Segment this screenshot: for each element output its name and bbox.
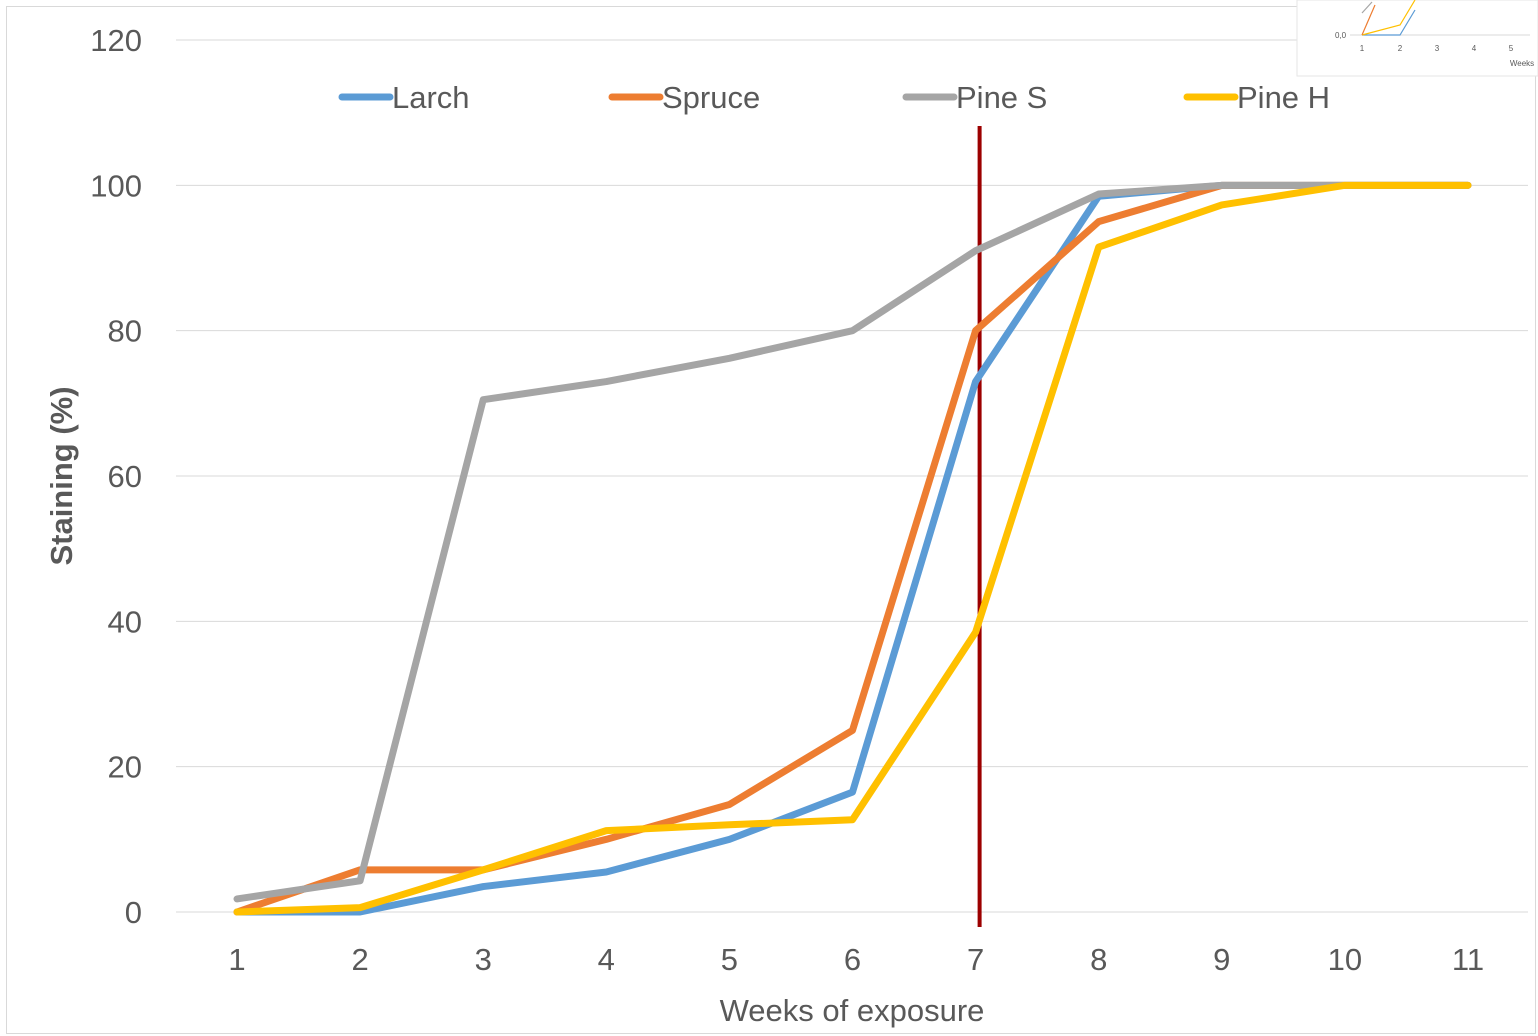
inset-y-tick: 0,0	[1335, 31, 1347, 40]
series-lines	[233, 181, 1472, 916]
series-line-pine-h	[233, 181, 1472, 916]
y-tick-label: 60	[108, 459, 142, 494]
y-tick-label: 0	[125, 895, 142, 930]
x-tick-label: 1	[228, 942, 245, 977]
series-line-spruce	[233, 181, 1472, 916]
x-tick-label: 2	[351, 942, 368, 977]
y-tick-label: 100	[90, 168, 142, 203]
x-axis-title: Weeks of exposure	[720, 993, 985, 1028]
inset-x-tick: 5	[1509, 44, 1514, 53]
x-tick-label: 10	[1328, 942, 1362, 977]
chart-frame	[6, 6, 1536, 1034]
gridlines	[176, 39, 1528, 913]
inset-background	[1296, 0, 1538, 77]
y-tick-label: 120	[90, 23, 142, 58]
legend: Larch Spruce Pine S Pine H	[338, 80, 1330, 115]
y-axis-title: Staining (%)	[44, 386, 79, 565]
legend-label: Pine S	[956, 80, 1047, 115]
x-tick-label: 8	[1090, 942, 1107, 977]
inset-x-tick: 1	[1360, 44, 1365, 53]
inset-line-pineh	[1361, 0, 1416, 36]
inset-line-larch	[1362, 9, 1416, 36]
x-tick-label: 3	[475, 942, 492, 977]
y-tick-label: 20	[108, 750, 142, 785]
inset-x-title: Weeks	[1510, 59, 1534, 68]
x-tick-label: 5	[721, 942, 738, 977]
y-tick-labels: 0 20 40 60 80 100 120	[90, 23, 142, 930]
inset-labels: 0,0 1 2 3 4 5 Weeks	[1335, 31, 1534, 68]
y-tick-label: 40	[108, 604, 142, 639]
legend-label: Larch	[392, 80, 470, 115]
inset-chart-thumbnail: 0,0 1 2 3 4 5 Weeks	[1296, 0, 1538, 77]
series-line-larch	[233, 181, 1472, 916]
inset-x-tick: 4	[1472, 44, 1477, 53]
inset-line-spruce	[1361, 4, 1376, 36]
x-tick-label: 7	[967, 942, 984, 977]
y-tick-label: 80	[108, 314, 142, 349]
x-tick-label: 9	[1213, 942, 1230, 977]
series-line-pine-s	[233, 181, 1472, 903]
x-tick-label: 4	[598, 942, 615, 977]
inset-x-tick: 3	[1435, 44, 1440, 53]
inset-line-pines	[1361, 1, 1373, 14]
legend-label: Pine H	[1237, 80, 1330, 115]
inset-x-tick: 2	[1398, 44, 1403, 53]
x-tick-labels: 1 2 3 4 5 6 7 8 9 10 11	[228, 942, 1484, 977]
x-tick-label: 11	[1452, 942, 1484, 977]
x-tick-label: 6	[844, 942, 861, 977]
legend-label: Spruce	[662, 80, 760, 115]
